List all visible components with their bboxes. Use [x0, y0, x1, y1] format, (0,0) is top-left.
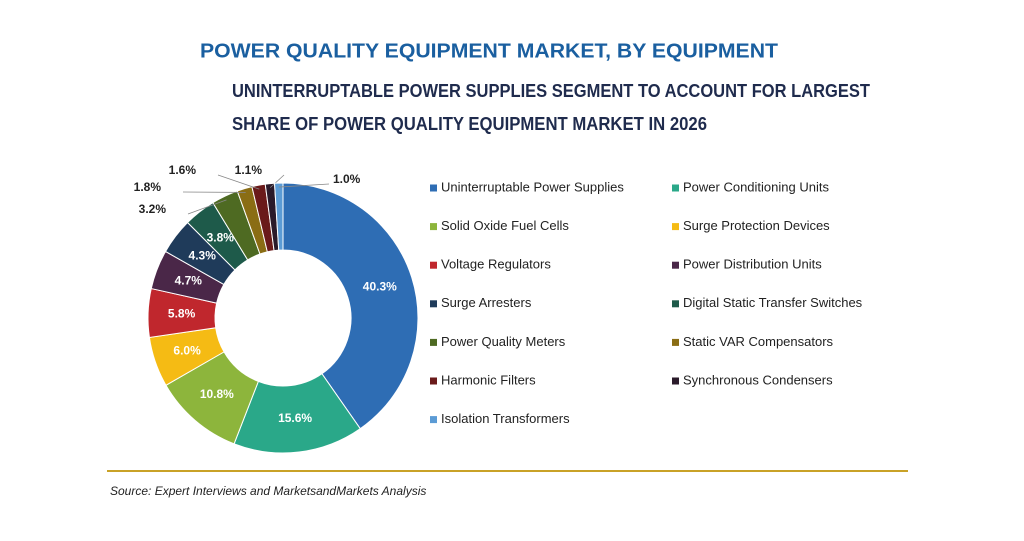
data-label: 4.7% — [175, 274, 203, 288]
legend-label: Solid Oxide Fuel Cells — [441, 218, 569, 233]
legend-label: Synchronous Condensers — [683, 372, 833, 387]
legend-swatch — [430, 262, 437, 269]
legend-swatch — [672, 262, 679, 269]
legend-label: Power Distribution Units — [683, 257, 822, 272]
legend-swatch — [430, 300, 437, 307]
data-label: 3.8% — [207, 230, 235, 244]
source-note: Source: Expert Interviews and Marketsand… — [110, 484, 426, 498]
data-label: 6.0% — [173, 343, 201, 357]
legend-label: Isolation Transformers — [441, 411, 570, 426]
data-label: 1.0% — [333, 172, 361, 186]
legend-label: Static VAR Compensators — [683, 334, 834, 349]
legend-swatch — [430, 416, 437, 423]
data-label: 10.8% — [200, 387, 234, 401]
chart-subtitle: SHARE OF POWER QUALITY EQUIPMENT MARKET … — [232, 114, 707, 134]
chart-subtitle: UNINTERRUPTABLE POWER SUPPLIES SEGMENT T… — [232, 81, 870, 101]
chart-title: POWER QUALITY EQUIPMENT MARKET, BY EQUIP… — [200, 40, 778, 62]
data-label: 40.3% — [363, 280, 397, 294]
legend-swatch — [672, 185, 679, 192]
legend-swatch — [672, 223, 679, 230]
legend-swatch — [672, 300, 679, 307]
legend-label: Power Quality Meters — [441, 334, 566, 349]
legend-label: Surge Arresters — [441, 295, 532, 310]
data-label: 1.1% — [235, 163, 263, 177]
data-label: 1.6% — [169, 163, 197, 177]
legend-swatch — [430, 378, 437, 385]
data-label: 3.2% — [139, 202, 167, 216]
legend-label: Power Conditioning Units — [683, 179, 829, 194]
legend-swatch — [430, 339, 437, 346]
legend-label: Voltage Regulators — [441, 257, 551, 272]
legend-label: Digital Static Transfer Switches — [683, 295, 863, 310]
legend-swatch — [430, 223, 437, 230]
legend-swatch — [430, 185, 437, 192]
data-label: 1.8% — [134, 180, 162, 194]
legend-label: Harmonic Filters — [441, 372, 536, 387]
legend-label: Surge Protection Devices — [683, 218, 830, 233]
data-label: 15.6% — [278, 411, 312, 425]
data-label: 4.3% — [189, 249, 217, 263]
legend-label: Uninterruptable Power Supplies — [441, 179, 624, 194]
legend-swatch — [672, 339, 679, 346]
legend-swatch — [672, 378, 679, 385]
data-label: 5.8% — [168, 306, 196, 320]
